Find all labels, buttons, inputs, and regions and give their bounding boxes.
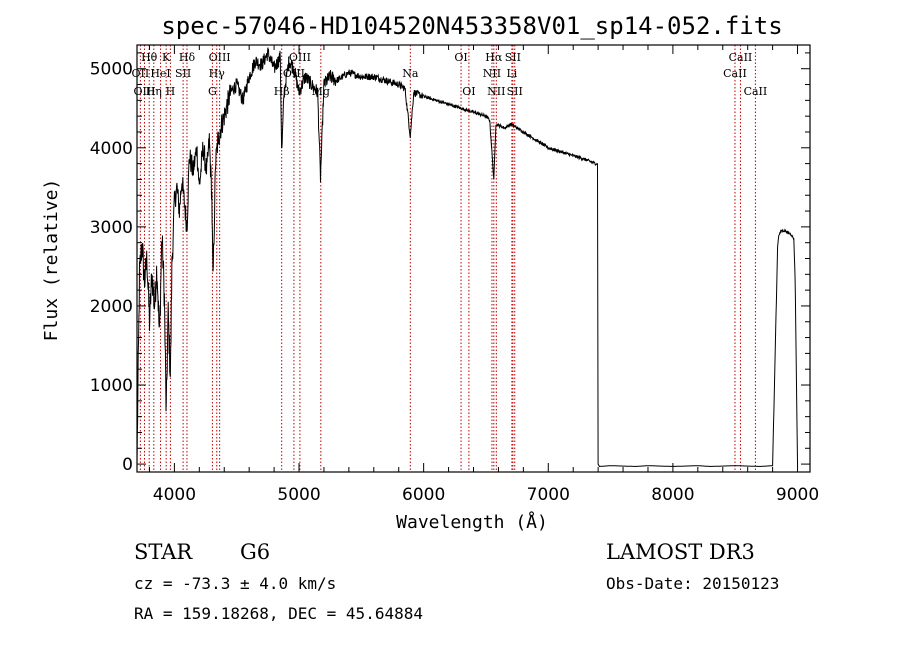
- line-label-14: Hβ: [274, 85, 290, 98]
- x-axis-label: Wavelength (Å): [396, 511, 548, 533]
- y-tick-label-5: 5000: [90, 60, 133, 80]
- line-label-3: K: [162, 51, 171, 64]
- axis-ticks: [137, 45, 810, 472]
- spectrum-line: [136, 47, 798, 468]
- line-label-4: HeI: [150, 67, 170, 80]
- x-tick-label-1: 5000: [277, 485, 320, 505]
- y-tick-label-2: 2000: [90, 297, 133, 317]
- y-tick-label-1: 1000: [90, 376, 133, 396]
- line-label-16: Na: [402, 67, 419, 80]
- line-label-2: OIII: [133, 85, 155, 98]
- line-label-10: Hγ: [209, 67, 226, 80]
- x-tick-label-5: 9000: [776, 485, 819, 505]
- y-tick-label-4: 4000: [90, 139, 133, 159]
- line-label-17: OI: [454, 51, 467, 64]
- line-label-9: OIII: [209, 51, 231, 64]
- x-tick-label-0: 4000: [153, 485, 196, 505]
- y-tick-label-0: 0: [122, 455, 133, 475]
- line-label-7: H: [166, 85, 176, 98]
- observation-date: Obs-Date: 20150123: [606, 574, 780, 593]
- survey-name: LAMOST DR3: [606, 540, 755, 564]
- y-tick-label-3: 3000: [90, 218, 133, 238]
- line-label-5: Hη: [146, 85, 162, 98]
- line-label-12: OIII: [289, 51, 311, 64]
- x-tick-label-4: 8000: [651, 485, 694, 505]
- line-label-6: SII: [175, 67, 191, 80]
- line-label-19: Hα: [485, 51, 503, 64]
- line-label-24: SII: [507, 85, 523, 98]
- line-label-26: CaII: [723, 67, 747, 80]
- line-label-27: CaII: [744, 85, 768, 98]
- chart-title: spec-57046-HD104520N453358V01_sp14-052.f…: [161, 12, 782, 40]
- line-label-20: NII: [483, 67, 501, 80]
- x-tick-label-3: 7000: [527, 485, 570, 505]
- line-label-8: Hδ: [179, 51, 196, 64]
- object-class: STAR: [134, 540, 193, 564]
- spectrum-chart: spec-57046-HD104520N453358V01_sp14-052.f…: [41, 12, 819, 533]
- line-label-18: OI: [462, 85, 475, 98]
- x-tick-label-2: 6000: [402, 485, 445, 505]
- line-label-11: G: [208, 85, 217, 98]
- line-label-23: Li: [506, 67, 517, 80]
- coordinates: RA = 159.18268, DEC = 45.64884: [134, 604, 423, 623]
- plot-frame: [136, 44, 811, 473]
- axis-tick-labels: 4000 5000 6000 7000 8000 9000 0 1000 2000 3000 400…: [90, 60, 819, 505]
- object-subclass: G6: [240, 540, 271, 564]
- line-label-21: NII: [487, 85, 505, 98]
- line-label-25: CaII: [729, 51, 753, 64]
- line-label-0: Hθ: [141, 51, 158, 64]
- y-axis-label: Flux (relative): [41, 179, 62, 342]
- redshift-cz: cz = -73.3 ± 4.0 km/s: [134, 574, 337, 593]
- spectral-line-markers: [139, 45, 756, 472]
- line-label-1: OII: [132, 67, 150, 80]
- line-label-22: SII: [505, 51, 521, 64]
